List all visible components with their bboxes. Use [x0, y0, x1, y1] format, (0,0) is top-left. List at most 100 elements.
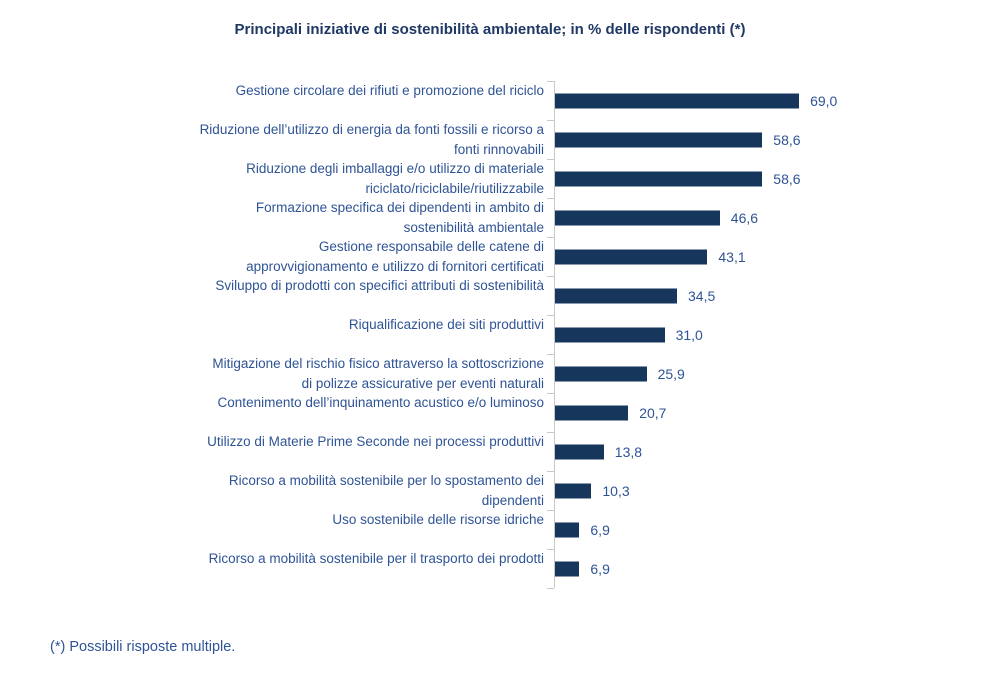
- bar-plot: 6,9: [554, 549, 970, 588]
- bar: [555, 405, 629, 420]
- bar-row: Ricorso a mobilità sostenibile per lo sp…: [110, 471, 970, 510]
- chart-title: Principali iniziative di sostenibilità a…: [234, 21, 746, 38]
- bar-plot: 58,6: [554, 120, 970, 159]
- value-label: 58,6: [773, 170, 801, 187]
- bar-row: Uso sostenibile delle risorse idriche 6,9: [110, 510, 970, 549]
- axis-tick: [547, 120, 554, 121]
- bar: [555, 210, 720, 225]
- bar-plot: 46,6: [554, 198, 970, 237]
- bar: [555, 288, 677, 303]
- axis-tick: [547, 198, 554, 199]
- bar-row: Formazione specifica dei dipendenti in a…: [110, 198, 970, 237]
- category-label-line: Riqualificazione dei siti produttivi: [348, 317, 544, 332]
- bar-row: Riqualificazione dei siti produttivi 31,0: [110, 315, 970, 354]
- category-label: Contenimento dell’inquinamento acustico …: [110, 393, 554, 432]
- value-label: 46,6: [730, 209, 759, 226]
- axis-tick: [547, 354, 554, 355]
- bar: [555, 249, 708, 264]
- value-label: 25,9: [657, 365, 685, 382]
- bar-plot: 25,9: [554, 354, 970, 393]
- bar-plot: 58,6: [554, 159, 970, 198]
- category-label: Uso sostenibile delle risorse idriche: [110, 510, 554, 549]
- category-label-line: Mitigazione del rischio fisico attravers…: [212, 356, 544, 371]
- bar-row: Ricorso a mobilità sostenibile per il tr…: [110, 549, 970, 588]
- category-label: Utilizzo di Materie Prime Seconde nei pr…: [110, 432, 554, 471]
- bar: [555, 171, 763, 186]
- category-label-line: Uso sostenibile delle risorse idriche: [332, 512, 544, 527]
- category-label-line: fonti rinnovabili: [453, 141, 544, 157]
- bar: [555, 132, 763, 147]
- bar-plot: 34,5: [554, 276, 970, 315]
- bar-plot: 6,9: [554, 510, 970, 549]
- value-label: 69,0: [810, 92, 838, 109]
- value-label: 20,7: [639, 404, 667, 421]
- axis-tick: [547, 588, 554, 589]
- bar-plot: 43,1: [554, 237, 970, 276]
- bar-row: Riduzione dell’utilizzo di energia da fo…: [110, 120, 970, 159]
- bar-row: Utilizzo di Materie Prime Seconde nei pr…: [110, 432, 970, 471]
- axis-tick: [547, 432, 554, 433]
- category-label: Gestione circolare dei rifiuti e promozi…: [110, 81, 554, 120]
- axis-tick: [547, 276, 554, 277]
- bar-chart: Gestione circolare dei rifiuti e promozi…: [110, 81, 970, 589]
- axis-tick: [547, 471, 554, 472]
- bar-row: Gestione responsabile delle catene di app…: [110, 237, 970, 276]
- bar-row: Contenimento dell’inquinamento acustico …: [110, 393, 970, 432]
- value-label: 58,6: [773, 131, 801, 148]
- bar: [555, 366, 647, 381]
- category-label: Mitigazione del rischio fisico attravers…: [110, 354, 554, 393]
- category-label-line: Contenimento dell’inquinamento acustico …: [217, 395, 544, 410]
- bar-plot: 69,0: [554, 81, 970, 120]
- value-label: 10,3: [602, 482, 630, 499]
- value-label: 6,9: [590, 560, 610, 577]
- axis-tick: [547, 237, 554, 238]
- bar-plot: 13,8: [554, 432, 970, 471]
- bar-plot: 10,3: [554, 471, 970, 510]
- bar-row: Sviluppo di prodotti con specifici attri…: [110, 276, 970, 315]
- value-label: 34,5: [688, 287, 716, 304]
- bar: [555, 93, 800, 108]
- y-axis-line: [554, 81, 555, 588]
- category-label-line: riciclato/riciclabile/riutilizzabile: [365, 180, 544, 196]
- category-label-line: di polizze assicurative per eventi natur…: [301, 375, 544, 391]
- bar: [555, 483, 592, 498]
- category-label-line: Sviluppo di prodotti con specifici attri…: [215, 278, 544, 293]
- category-label-line: Utilizzo di Materie Prime Seconde nei pr…: [207, 434, 544, 449]
- value-label: 43,1: [718, 248, 746, 265]
- category-label-line: approvvigionamento e utilizzo di fornito…: [246, 258, 544, 274]
- footnote: (*) Possibili risposte multiple.: [50, 639, 236, 655]
- category-label-line: Gestione circolare dei rifiuti e promozi…: [235, 83, 544, 98]
- category-label-line: dipendenti: [481, 492, 544, 508]
- category-label-line: Gestione responsabile delle catene di: [318, 239, 544, 254]
- bar: [555, 522, 580, 537]
- category-label: Formazione specifica dei dipendenti in a…: [110, 198, 554, 237]
- category-label: Ricorso a mobilità sostenibile per il tr…: [110, 549, 554, 588]
- category-label-line: Riduzione dell’utilizzo di energia da fo…: [199, 122, 544, 137]
- value-label: 6,9: [590, 521, 610, 538]
- bar-plot: 20,7: [554, 393, 970, 432]
- axis-tick: [547, 315, 554, 316]
- bar: [555, 444, 604, 459]
- bar-row: Gestione circolare dei rifiuti e promozi…: [110, 81, 970, 120]
- category-label: Sviluppo di prodotti con specifici attri…: [110, 276, 554, 315]
- axis-tick: [547, 510, 554, 511]
- category-label-line: Ricorso a mobilità sostenibile per il tr…: [208, 551, 544, 566]
- bar-rows: Gestione circolare dei rifiuti e promozi…: [110, 81, 970, 588]
- value-label: 13,8: [614, 443, 643, 460]
- axis-tick: [547, 393, 554, 394]
- axis-tick: [547, 159, 554, 160]
- bar-row: Riduzione degli imballaggi e/o utilizzo …: [110, 159, 970, 198]
- axis-tick: [547, 81, 554, 82]
- axis-tick: [547, 549, 554, 550]
- category-label-line: Formazione specifica dei dipendenti in a…: [255, 200, 544, 215]
- category-label: Riqualificazione dei siti produttivi: [110, 315, 554, 354]
- category-label-line: Ricorso a mobilità sostenibile per lo sp…: [228, 473, 544, 488]
- value-label: 31,0: [675, 326, 703, 343]
- category-label: Riduzione degli imballaggi e/o utilizzo …: [110, 159, 554, 198]
- bar-plot: 31,0: [554, 315, 970, 354]
- category-label: Riduzione dell’utilizzo di energia da fo…: [110, 120, 554, 159]
- bar: [555, 327, 665, 342]
- category-label: Gestione responsabile delle catene di app…: [110, 237, 554, 276]
- bar: [555, 561, 580, 576]
